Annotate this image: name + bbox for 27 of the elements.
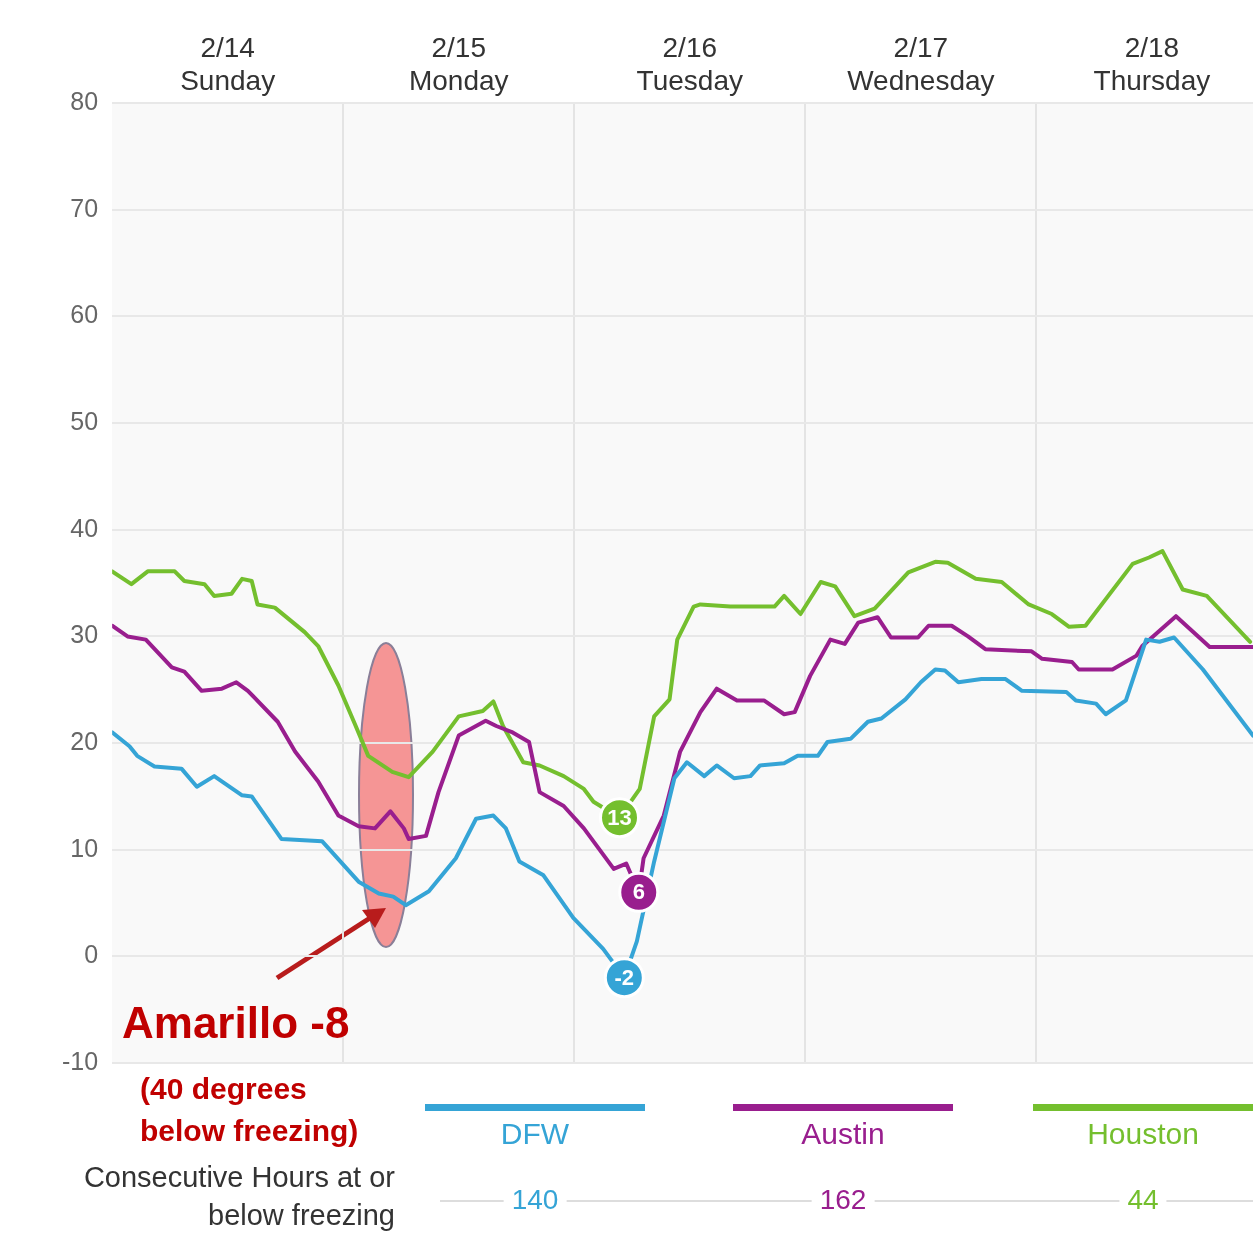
annotation: -2 xyxy=(614,964,635,990)
text: 44 xyxy=(1119,1184,1167,1216)
x-tick-label: 2/17 Wednesday xyxy=(847,31,995,97)
y-tick-label: 10 xyxy=(70,833,99,862)
y-tick-label: -10 xyxy=(61,1046,99,1075)
text: Austin xyxy=(800,1117,886,1151)
annotation: 6 xyxy=(632,879,645,905)
text: DFW xyxy=(499,1117,571,1151)
x-tick-label: 2/14 Sunday xyxy=(180,31,276,97)
annotation: 13 xyxy=(607,804,632,830)
text: 140 xyxy=(503,1184,567,1216)
y-tick-label: 30 xyxy=(70,620,99,649)
x-tick-label: 2/18 Thursday xyxy=(1093,31,1211,97)
y-tick-label: 60 xyxy=(70,300,99,329)
y-tick-label: 80 xyxy=(70,87,99,116)
x-tick-label: 2/16 Tuesday xyxy=(636,31,743,97)
text: (40 degrees below freezing) xyxy=(140,1071,360,1149)
y-tick-label: 50 xyxy=(70,407,99,436)
y-tick-label: 0 xyxy=(84,940,99,969)
text: Houston xyxy=(1086,1117,1200,1151)
annotation: Amarillo -8 xyxy=(122,998,350,1048)
text: Consecutive Hours at or below freezing xyxy=(82,1160,395,1233)
y-tick-label: 20 xyxy=(70,726,99,755)
x-tick-label: 2/15 Monday xyxy=(408,31,509,97)
y-tick-label: 70 xyxy=(70,193,99,222)
text: 162 xyxy=(811,1184,875,1216)
y-tick-label: 40 xyxy=(70,513,99,542)
